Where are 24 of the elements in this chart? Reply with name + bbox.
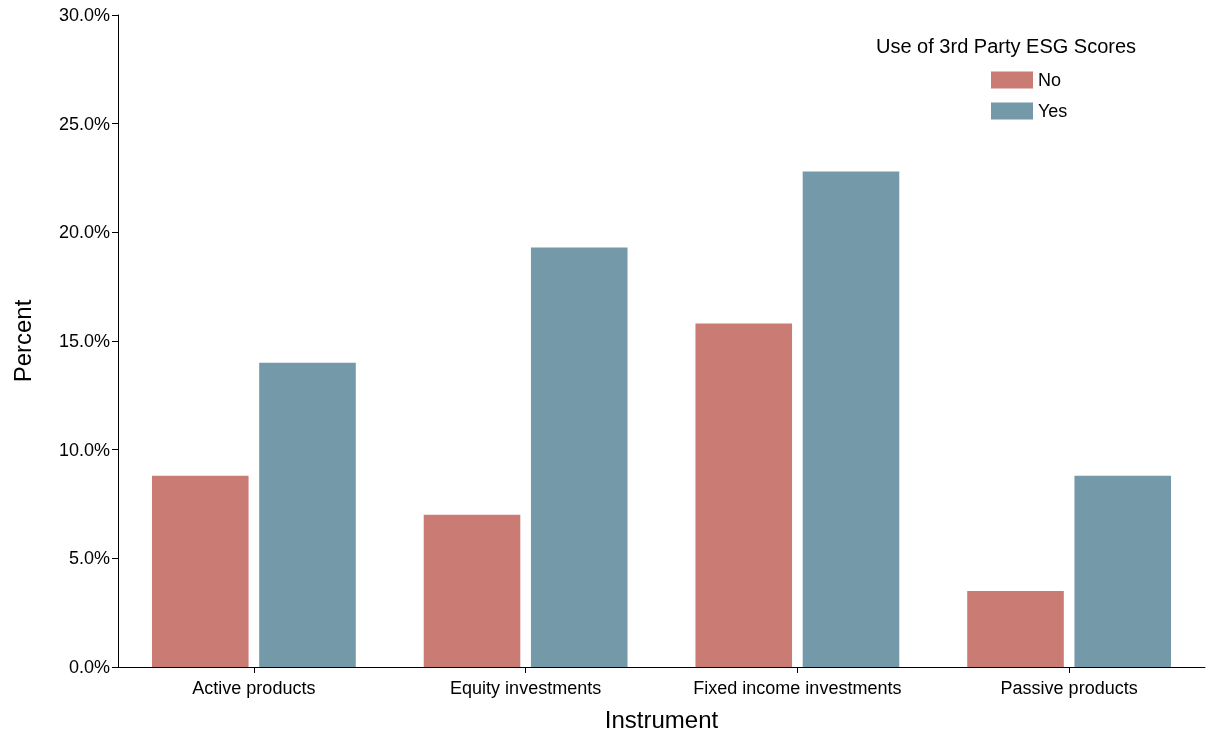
legend-title: Use of 3rd Party ESG Scores: [876, 35, 1137, 57]
y-tick-label: 15.0%: [58, 331, 110, 351]
legend-label: Yes: [1038, 101, 1068, 121]
y-tick-label: 5.0%: [68, 548, 110, 569]
bar: [530, 247, 628, 667]
y-axis-title: Percent: [8, 299, 36, 383]
y-tick-label: 30.0%: [58, 5, 110, 25]
y-tick-label: 0.0%: [68, 657, 110, 677]
y-tick-label: 10.0%: [58, 439, 110, 460]
bar: [423, 514, 521, 667]
x-tick-label: Fixed income investments: [693, 678, 902, 698]
x-tick-label: Active products: [192, 678, 316, 698]
bar: [1074, 475, 1172, 667]
bar: [151, 475, 249, 667]
legend-label: No: [1038, 70, 1062, 90]
bar: [802, 171, 900, 667]
x-axis-title: Instrument: [604, 705, 719, 733]
y-tick-label: 25.0%: [58, 113, 110, 134]
bar: [967, 590, 1064, 667]
x-tick-label: Equity investments: [450, 678, 602, 698]
bar: [259, 362, 356, 667]
y-tick-label: 20.0%: [58, 222, 110, 243]
x-tick-label: Passive products: [1000, 678, 1138, 698]
bar: [695, 323, 793, 667]
